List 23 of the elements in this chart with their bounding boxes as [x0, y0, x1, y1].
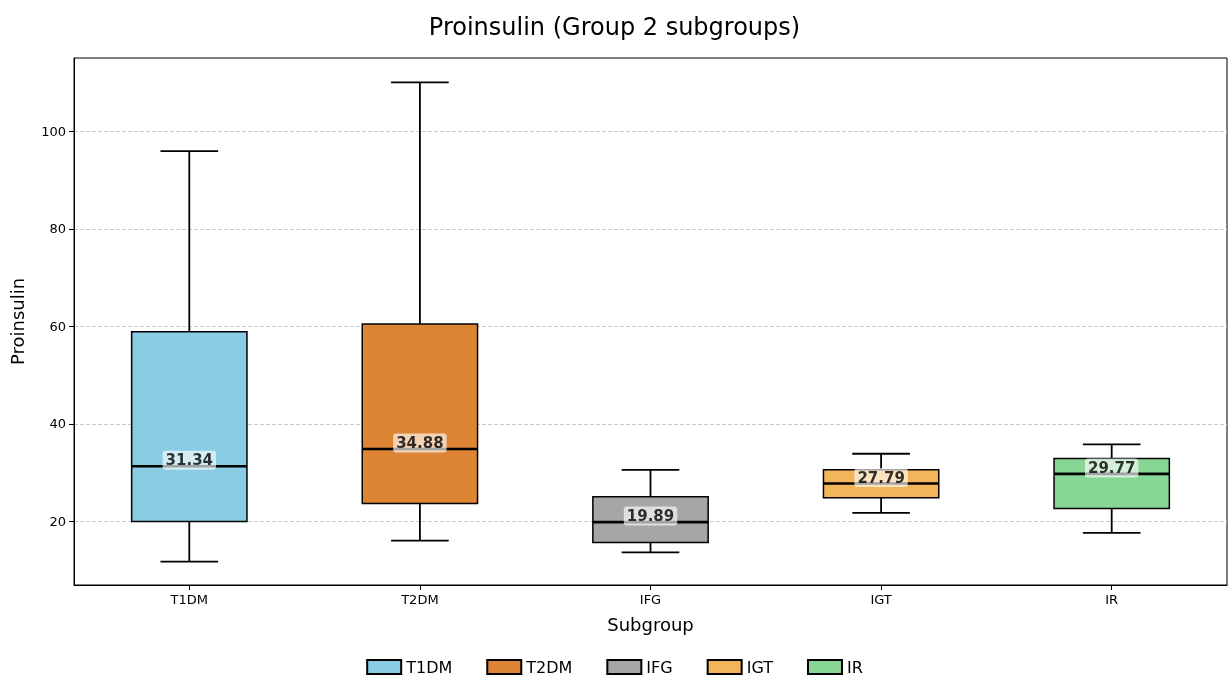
x-tick-label: IR	[1105, 592, 1119, 607]
y-tick-label: 20	[49, 514, 66, 530]
x-tick-label: T2DM	[400, 592, 439, 607]
x-tick-label: IGT	[870, 592, 892, 607]
text: 31.34	[165, 451, 214, 470]
x-tick-label: T1DM	[169, 592, 209, 607]
legend-label: T2DM	[525, 657, 573, 677]
y-tick-label: 40	[49, 416, 66, 432]
y-tick-label: 100	[41, 123, 66, 139]
legend-label: IGT	[746, 657, 774, 677]
chart-title: Proinsulin (Group 2 subgroups)	[428, 13, 801, 41]
text: 29.77	[1087, 458, 1136, 477]
text: 27.79	[857, 468, 905, 487]
legend-label: IR	[846, 657, 863, 677]
legend-label: IFG	[646, 657, 673, 677]
legend-label: T1DM	[405, 657, 453, 677]
text: 34.88	[396, 433, 444, 452]
y-tick-label: 80	[49, 221, 66, 237]
y-axis-title: Proinsulin	[6, 277, 28, 366]
x-tick-label: IFG	[639, 592, 662, 607]
x-axis-title: Subgroup	[607, 613, 694, 635]
y-tick-label: 60	[49, 318, 66, 334]
text: 19.89	[626, 507, 675, 526]
